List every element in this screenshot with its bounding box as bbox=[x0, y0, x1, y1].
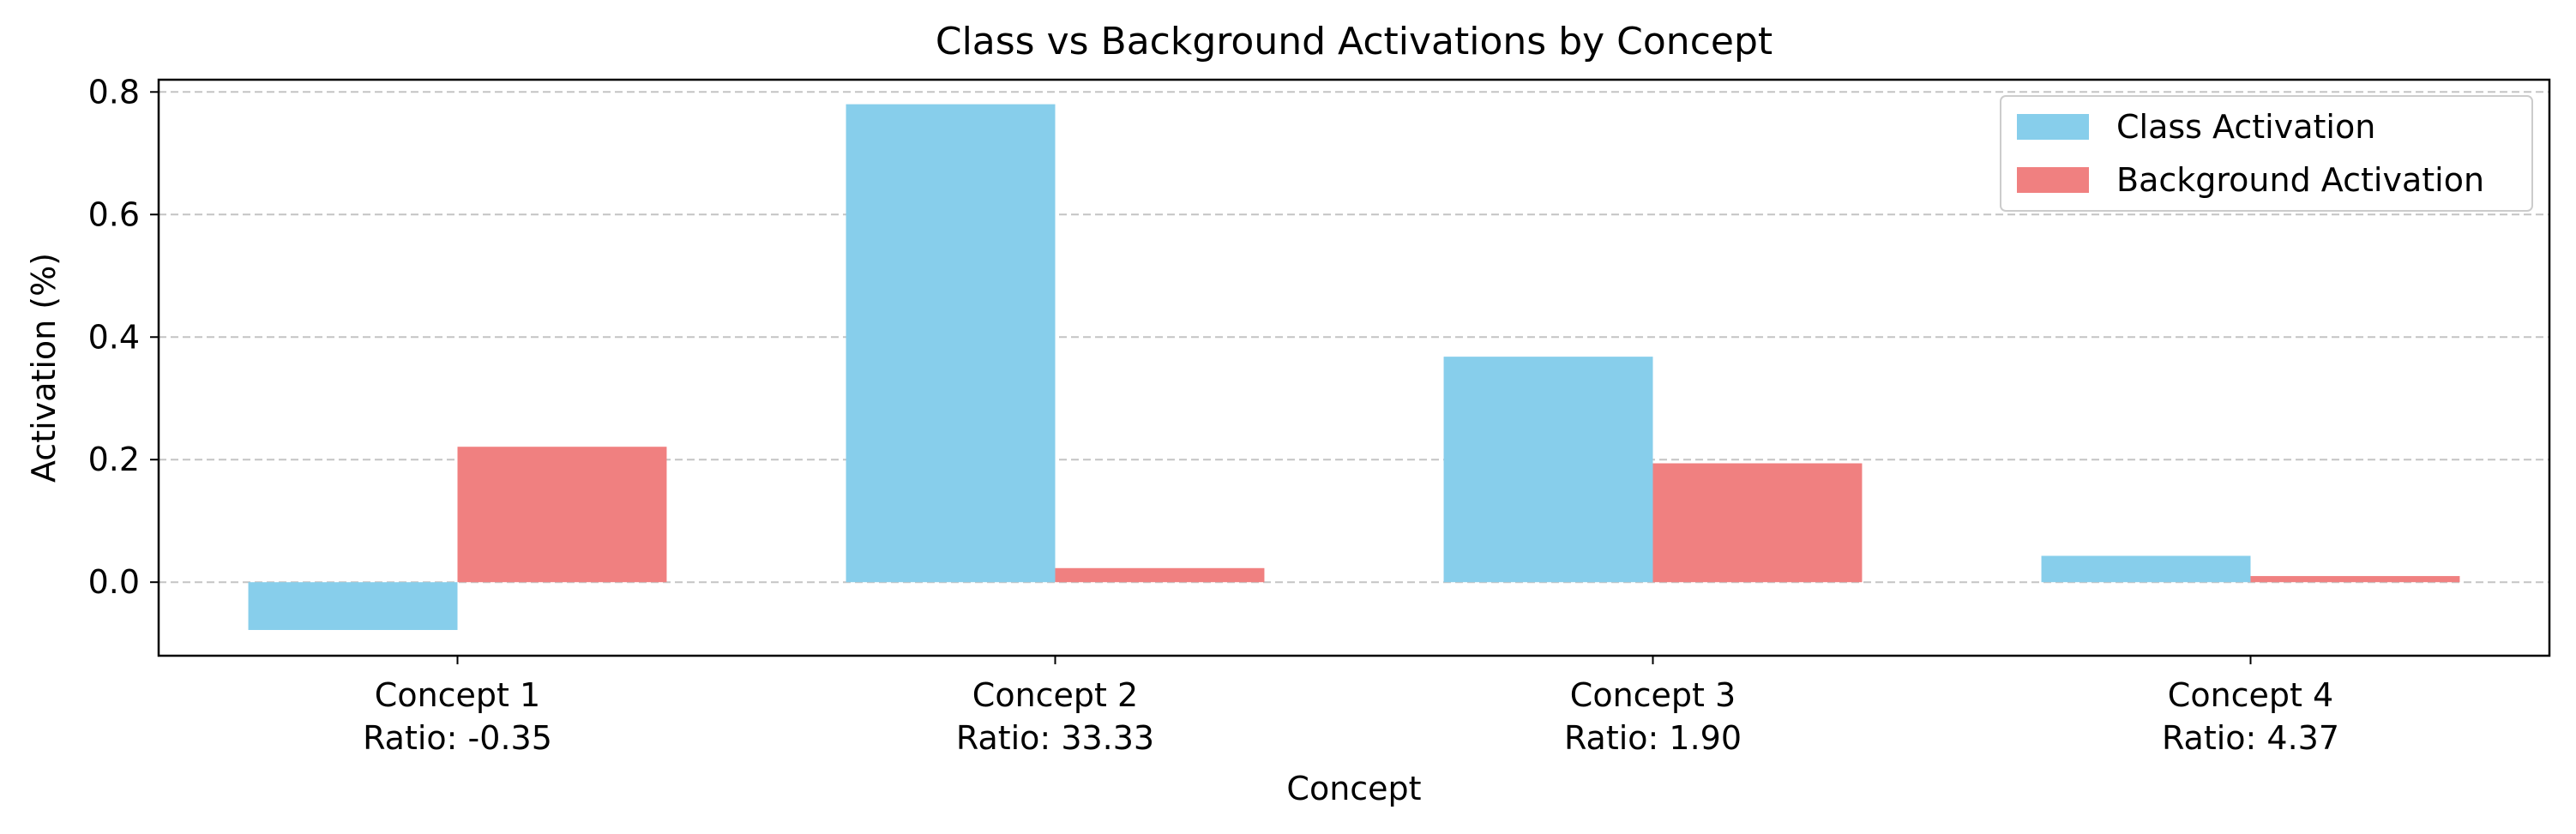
x-axis: Concept 1 Ratio: -0.35 Concept 2 Ratio: 33.… bbox=[363, 656, 2339, 757]
x-tick-sublabel: Ratio: 33.33 bbox=[956, 719, 1154, 757]
bar-class-3 bbox=[1443, 357, 1653, 583]
legend-swatch-class bbox=[2017, 114, 2089, 140]
bars bbox=[248, 104, 2460, 630]
x-tick-sublabel: Ratio: 1.90 bbox=[1564, 719, 1742, 757]
x-axis-label: Concept bbox=[1286, 770, 1421, 807]
bar-background-3 bbox=[1652, 463, 1863, 583]
x-tick-sublabel: Ratio: 4.37 bbox=[2162, 719, 2339, 757]
x-tick-label: Concept 4 bbox=[2168, 676, 2333, 714]
legend: Class Activation Background Activation bbox=[2000, 95, 2533, 212]
x-tick-label: Concept 1 bbox=[375, 676, 540, 714]
bar-background-4 bbox=[2250, 576, 2460, 583]
x-tick-label: Concept 3 bbox=[1570, 676, 1736, 714]
bar-class-4 bbox=[2041, 555, 2251, 583]
x-tick-sublabel: Ratio: -0.35 bbox=[363, 719, 552, 757]
legend-label-class: Class Activation bbox=[2116, 108, 2375, 146]
y-tick-label: 0.6 bbox=[88, 195, 140, 233]
bar-class-2 bbox=[846, 104, 1056, 583]
bar-background-1 bbox=[457, 447, 667, 583]
bar-background-2 bbox=[1055, 567, 1265, 583]
legend-box bbox=[2000, 95, 2533, 212]
y-tick-label: 0.4 bbox=[88, 318, 140, 356]
x-tick-label: Concept 2 bbox=[972, 676, 1138, 714]
plot-frame bbox=[157, 78, 2551, 657]
legend-label-background: Background Activation bbox=[2116, 161, 2484, 199]
legend-swatch-background bbox=[2017, 167, 2089, 193]
y-axis: 0.0 0.2 0.4 0.6 0.8 bbox=[88, 73, 159, 601]
y-tick-label: 0.8 bbox=[88, 73, 140, 111]
chart-title: Class vs Background Activations by Conce… bbox=[936, 20, 1773, 63]
y-axis-label: Activation (%) bbox=[25, 253, 63, 483]
y-tick-label: 0.0 bbox=[88, 563, 140, 601]
y-tick-label: 0.2 bbox=[88, 441, 140, 478]
bar-class-1 bbox=[248, 582, 458, 630]
